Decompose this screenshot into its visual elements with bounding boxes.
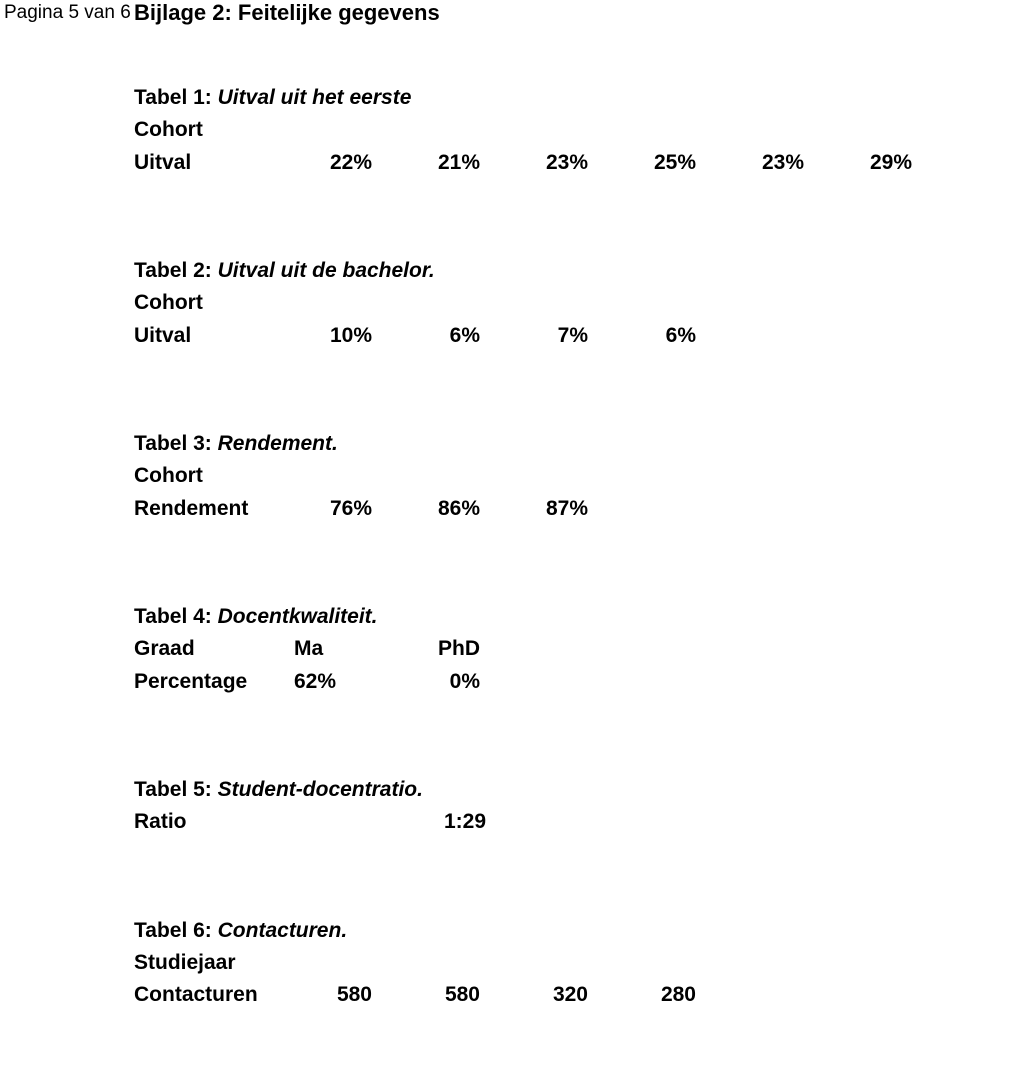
- table-2-cohort-row: Cohort: [134, 287, 1014, 320]
- table-2-uitval-row: Uitval 10% 6% 7% 6%: [134, 320, 1014, 353]
- table-1-uitval-row: Uitval 22% 21% 23% 25% 23% 29%: [134, 147, 1014, 180]
- table-5-title-prefix: Tabel 5:: [134, 778, 218, 801]
- table-6-val-2: 320: [510, 979, 618, 1012]
- table-4-header-1: PhD: [402, 633, 510, 666]
- table-6-studiejaar-row: Studiejaar: [134, 947, 1014, 980]
- table-6-contacturen-row: Contacturen 580 580 320 280: [134, 979, 1014, 1012]
- table-3-val-0: 76%: [294, 493, 402, 526]
- table-1-val-5: 29%: [834, 147, 942, 180]
- table-3-title: Tabel 3: Rendement.: [134, 432, 1014, 456]
- table-3-val-2: 87%: [510, 493, 618, 526]
- table-4-header-0: Ma: [294, 633, 402, 666]
- table-3-title-italic: Rendement.: [218, 432, 338, 455]
- table-2-title: Tabel 2: Uitval uit de bachelor.: [134, 259, 1014, 283]
- table-3-row2-label: Rendement: [134, 493, 294, 526]
- table-6-val-1: 580: [402, 979, 510, 1012]
- table-2-title-prefix: Tabel 2:: [134, 259, 218, 282]
- table-6-row1-label: Studiejaar: [134, 947, 294, 980]
- table-1: Tabel 1: Uitval uit het eerste Cohort Ui…: [134, 86, 1014, 179]
- table-2: Tabel 2: Uitval uit de bachelor. Cohort …: [134, 259, 1014, 352]
- table-4-title: Tabel 4: Docentkwaliteit.: [134, 605, 1014, 629]
- table-6-val-3: 280: [618, 979, 726, 1012]
- table-2-val-1: 6%: [402, 320, 510, 353]
- page-number: Pagina 5 van 6: [0, 0, 134, 24]
- content-area: Bijlage 2: Feitelijke gegevens Tabel 1: …: [134, 0, 1024, 1012]
- table-1-row2-label: Uitval: [134, 147, 294, 180]
- table-4: Tabel 4: Docentkwaliteit. Graad Ma PhD P…: [134, 605, 1014, 698]
- table-4-title-italic: Docentkwaliteit.: [218, 605, 378, 628]
- table-1-title-italic: Uitval uit het eerste: [218, 86, 412, 109]
- table-6-title-prefix: Tabel 6:: [134, 919, 218, 942]
- table-6-title: Tabel 6: Contacturen.: [134, 919, 1014, 943]
- table-1-val-1: 21%: [402, 147, 510, 180]
- table-4-row2-label: Percentage: [134, 666, 294, 699]
- table-5-title-italic: Student-docentratio.: [218, 778, 423, 801]
- table-6-title-italic: Contacturen.: [218, 919, 348, 942]
- table-2-val-2: 7%: [510, 320, 618, 353]
- table-2-title-italic: Uitval uit de bachelor.: [218, 259, 435, 282]
- table-3: Tabel 3: Rendement. Cohort Rendement 76%…: [134, 432, 1014, 525]
- table-5-value: 1:29: [444, 806, 486, 839]
- table-1-val-4: 23%: [726, 147, 834, 180]
- table-1-val-3: 25%: [618, 147, 726, 180]
- table-3-cohort-row: Cohort: [134, 460, 1014, 493]
- table-2-val-0: 10%: [294, 320, 402, 353]
- document-page: Pagina 5 van 6 Bijlage 2: Feitelijke geg…: [0, 0, 1024, 1012]
- table-4-percentage-row: Percentage 62% 0%: [134, 666, 1014, 699]
- table-4-row1-label: Graad: [134, 633, 294, 666]
- table-3-rendement-row: Rendement 76% 86% 87%: [134, 493, 1014, 526]
- table-1-row1-label: Cohort: [134, 114, 294, 147]
- table-1-cohort-row: Cohort: [134, 114, 1014, 147]
- table-4-val-1: 0%: [402, 666, 510, 699]
- table-5-title: Tabel 5: Student-docentratio.: [134, 778, 1014, 802]
- table-6-val-0: 580: [294, 979, 402, 1012]
- table-3-val-1: 86%: [402, 493, 510, 526]
- table-1-val-0: 22%: [294, 147, 402, 180]
- table-4-title-prefix: Tabel 4:: [134, 605, 218, 628]
- table-1-title: Tabel 1: Uitval uit het eerste: [134, 86, 1014, 110]
- table-2-row2-label: Uitval: [134, 320, 294, 353]
- table-2-val-3: 6%: [618, 320, 726, 353]
- table-1-title-prefix: Tabel 1:: [134, 86, 218, 109]
- table-4-val-0: 62%: [294, 666, 402, 699]
- table-5-ratio-row: Ratio 1:29: [134, 806, 1014, 839]
- table-2-row1-label: Cohort: [134, 287, 294, 320]
- table-4-graad-row: Graad Ma PhD: [134, 633, 1014, 666]
- table-1-val-2: 23%: [510, 147, 618, 180]
- table-3-title-prefix: Tabel 3:: [134, 432, 218, 455]
- table-6-row2-label: Contacturen: [134, 979, 294, 1012]
- attachment-heading: Bijlage 2: Feitelijke gegevens: [134, 0, 1014, 26]
- table-6: Tabel 6: Contacturen. Studiejaar Contact…: [134, 919, 1014, 1012]
- table-3-row1-label: Cohort: [134, 460, 294, 493]
- table-5-row-label: Ratio: [134, 806, 444, 839]
- table-5: Tabel 5: Student-docentratio. Ratio 1:29: [134, 778, 1014, 839]
